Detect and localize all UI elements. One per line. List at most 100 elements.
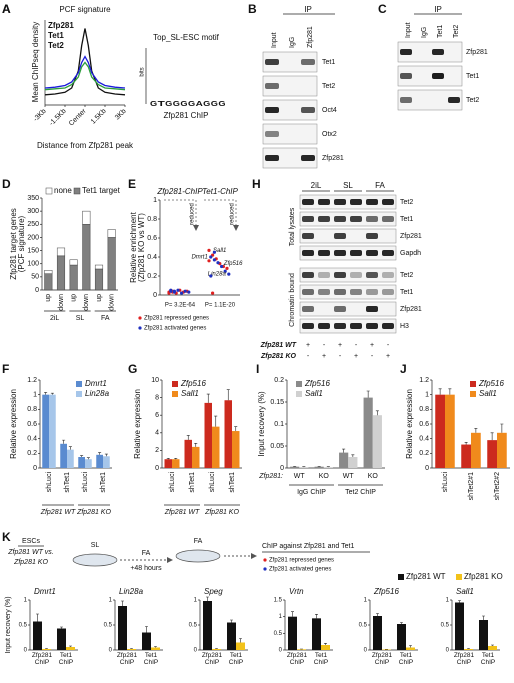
y-tick-label: 0 [153, 292, 157, 299]
blot-row-label: Zfp281 [400, 233, 422, 240]
dot [212, 250, 216, 254]
panel-label: A [2, 2, 11, 16]
x-tick-label: 3Kb [114, 108, 128, 122]
bar [479, 620, 488, 650]
y-tick-label: 0.8 [147, 216, 157, 223]
x-tick-label: -1.5Kb [48, 108, 68, 128]
bar [94, 268, 104, 291]
y-axis-label: (Zfp281 KO vs WT) [137, 213, 146, 282]
ip-label: IP [304, 5, 312, 14]
legend-bullet [138, 316, 142, 320]
legend-swatch [296, 381, 302, 387]
x-tick-label: -3Kb [32, 108, 47, 123]
x-tick-label: shLuci [209, 472, 216, 493]
error-bar [376, 613, 379, 616]
motif-letter: G [218, 101, 226, 108]
bar [172, 459, 180, 468]
legend-swatch [296, 391, 302, 397]
annotation-box [164, 199, 199, 231]
x-tick-label: shLuci [82, 472, 89, 493]
x-tick-label: Zfp281 ChIP [201, 652, 223, 666]
motif-letter: G [150, 101, 158, 108]
genotype-label: Zfp281 KO [260, 353, 297, 360]
motif-letter: G [188, 101, 196, 108]
error-bar [44, 392, 48, 395]
lane-label: Input [271, 32, 278, 48]
blot-band [366, 272, 378, 278]
bar [204, 402, 212, 468]
blot-band [265, 83, 279, 89]
bar [85, 459, 92, 468]
error-bar [230, 619, 233, 623]
genotype-sign: - [339, 353, 342, 360]
blot-band [366, 199, 378, 205]
bar [445, 394, 455, 468]
motif-title: Top_SL-ESC motif [153, 33, 220, 42]
blot-band [302, 306, 314, 312]
bar [323, 467, 333, 468]
point-label: Dmrt1 [191, 255, 207, 261]
dot [207, 259, 211, 263]
y-tick-label: 0.6 [419, 421, 429, 428]
chart-title: Vrtn [289, 587, 304, 596]
y-tick-label: 0.4 [27, 436, 37, 443]
y-tick-label: 1 [446, 598, 450, 604]
error-bar [130, 648, 133, 649]
error-bar [226, 389, 230, 401]
blot-band [318, 216, 330, 222]
schematic-text: FA [142, 550, 151, 557]
dot [209, 255, 213, 259]
dot [169, 288, 173, 292]
bar [192, 446, 200, 468]
y-tick-label: 0.2 [419, 450, 429, 457]
blot-band [350, 199, 362, 205]
blot-band [318, 272, 330, 278]
gene-set-label: Zfp281 activated genes [269, 567, 331, 573]
x-tick-label: shTet2#2 [494, 472, 501, 501]
error-bar [174, 458, 178, 460]
x-tick-label: Zfp281 ChIP [116, 652, 138, 666]
y-axis-label: Relative expression [9, 389, 18, 459]
y-tick-label: 8 [155, 394, 159, 401]
dot [207, 248, 211, 252]
bar [232, 431, 240, 468]
genotype-sign: - [371, 353, 374, 360]
bar [82, 210, 91, 225]
blot-band [350, 323, 362, 329]
blot-band [334, 233, 346, 239]
x-tick-label: shTet2#1 [468, 472, 475, 501]
x-tick-label: Tet1 ChIP [398, 652, 414, 666]
blot-band [382, 289, 394, 295]
blot-band [334, 199, 346, 205]
dot [187, 290, 191, 294]
y-tick-label: 200 [27, 234, 39, 241]
legend-label: Zfp281 WT [406, 572, 446, 581]
x-tick-label: up [45, 294, 52, 302]
bar [461, 444, 471, 468]
chart-title: Sall1 [456, 587, 474, 596]
p-value: P= 3.2E-64 [165, 303, 196, 309]
legend-label: Sall1 [181, 389, 199, 398]
blot-band [400, 49, 412, 55]
x-tick-label: 1.5Kb [90, 108, 108, 126]
y-tick-label: 1.2 [27, 377, 37, 384]
blot-band [301, 155, 315, 161]
bar [299, 467, 309, 468]
lane-label: Tet1 [437, 25, 444, 38]
blot-row-label: Tet2 [400, 199, 413, 206]
group-label: 2iL [50, 315, 59, 322]
error-bar [490, 432, 494, 441]
blot-band [334, 272, 346, 278]
motif-letter: T [158, 101, 166, 108]
lane-label: IgG [289, 37, 296, 48]
point-label: Lin28a [208, 272, 227, 278]
bar [66, 647, 75, 650]
y-tick-label: 250 [27, 221, 39, 228]
blot-band [302, 250, 314, 256]
bar [455, 602, 464, 650]
legend-label: Sall1 [479, 389, 497, 398]
bar [212, 426, 220, 468]
legend-label: Zfp516 [304, 379, 330, 388]
y-axis-label: Input recovery (%) [257, 391, 266, 457]
